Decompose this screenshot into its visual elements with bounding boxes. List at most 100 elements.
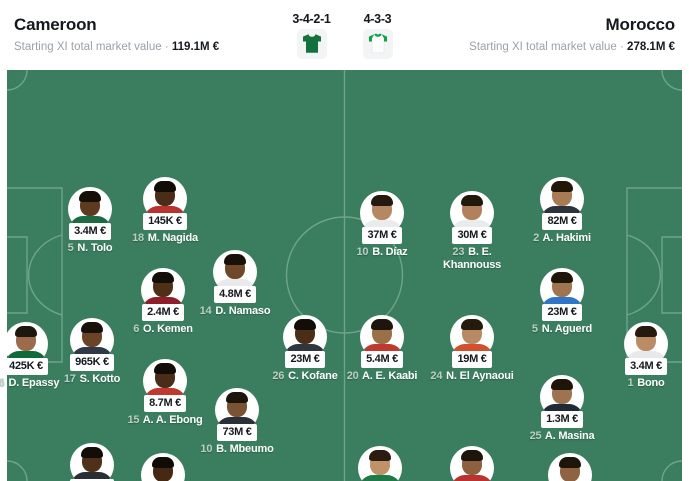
player-hair (81, 447, 103, 458)
player-market-value: 2.4M € (142, 304, 184, 321)
player-card[interactable]: 5.4M €20 A. E. Kaabi (336, 315, 428, 383)
player-avatar (450, 446, 494, 481)
player-market-value: 1.3M € (541, 411, 583, 428)
player-number: 15 (127, 414, 140, 426)
player-card[interactable]: 145K € 18 M. Nagida (119, 177, 211, 245)
player-name: 18 M. Nagida (132, 232, 198, 245)
player-card[interactable]: 1.9M €2 J. Tchamadeu (117, 453, 209, 481)
player-card[interactable]: 23M € 5 N. Aguerd (516, 268, 608, 336)
right-penalty-arc (626, 234, 661, 316)
player-number: 2 (533, 232, 540, 244)
player-number: 17 (63, 373, 76, 385)
player-name: 1 Bono (627, 377, 664, 390)
corner-arc-top-left (6, 70, 28, 91)
player-hair (551, 272, 573, 283)
player-number: 26 (272, 370, 285, 382)
player-card[interactable]: 8.7M € 15 A. A. Ebong (119, 359, 211, 427)
player-card[interactable]: 3.4M € 5 N. Tolo (44, 187, 136, 255)
player-hair (154, 181, 176, 192)
player-market-value: 37M € (362, 227, 402, 244)
player-name-label: O. Kemen (143, 323, 193, 335)
player-card[interactable]: 82M €2 A. Hakimi (516, 177, 608, 245)
player-name: 17 S. Kotto (64, 373, 120, 386)
corner-arc-bottom-left (6, 460, 28, 481)
player-avatar (141, 453, 185, 481)
player-hair (15, 326, 37, 337)
player-hair (371, 195, 393, 206)
player-card[interactable]: 965K € 17 S. Kotto (46, 318, 138, 386)
player-market-value: 145K € (143, 213, 187, 230)
player-hair (226, 392, 248, 403)
player-kit (451, 475, 493, 481)
player-name-label: N. Aguerd (541, 323, 593, 335)
player-name-label: B. Mbeumo (216, 443, 274, 455)
player-hair (461, 319, 483, 330)
player-number: 10 (200, 443, 213, 455)
player-card[interactable]: 425K € 16 D. Epassy (0, 322, 72, 390)
away-formation: 4-3-3 (363, 11, 392, 26)
player-name: 5 N. Tolo (68, 242, 113, 255)
player-avatar (358, 446, 402, 481)
player-hair (559, 457, 581, 468)
away-formation-block: 4-3-3 (345, 12, 411, 59)
player-hair (371, 319, 393, 330)
player-market-value: 3.4M € (69, 223, 111, 240)
player-avatar (548, 453, 592, 481)
player-name: 25 A. Masina (530, 430, 595, 443)
player-name-label: B. Díaz (372, 246, 408, 258)
player-card[interactable]: 73M € 10 B. Mbeumo (191, 388, 283, 456)
player-card[interactable]: 30M € 23 B. E. Khannouss (426, 191, 518, 272)
player-number: 16 (0, 377, 5, 389)
player-card[interactable]: 21M €3 N. Mazraoui (524, 453, 616, 481)
player-card[interactable]: 23M €26 C. Kofane (259, 315, 351, 383)
player-kit (71, 472, 113, 481)
player-number: 18 (132, 232, 144, 244)
player-hair (81, 322, 103, 333)
player-name: 20 A. E. Kaabi (347, 370, 418, 383)
home-team-block: Cameroon Starting XI total market value … (14, 14, 279, 56)
home-market-value-amount: 119.1M € (171, 41, 220, 53)
player-name: 26 C. Kofane (272, 370, 337, 383)
player-hair (635, 326, 657, 337)
player-hair (461, 195, 483, 206)
player-name-label: A. Hakimi (542, 232, 592, 244)
player-market-value: 8.7M € (144, 395, 186, 412)
player-card[interactable]: 410K €3 C. Malone (46, 443, 138, 481)
player-name: 15 A. A. Ebong (127, 414, 202, 427)
player-name: 5 N. Aguerd (532, 323, 592, 336)
player-hair (152, 457, 174, 468)
player-number: 25 (529, 430, 542, 442)
home-team-name: Cameroon (14, 15, 97, 34)
player-name: 10 B. Mbeumo (200, 443, 273, 456)
player-name-label: A. Masina (544, 430, 595, 442)
left-goal-box (7, 236, 28, 314)
player-card[interactable]: 1.3M € 25 A. Masina (516, 375, 608, 443)
player-card[interactable]: 4.8M € 14 D. Namaso (189, 250, 281, 318)
player-card[interactable]: 2.4M €6 O. Kemen (117, 268, 209, 336)
player-card[interactable]: 35M €11 I. Saibari (426, 446, 518, 481)
player-number: 5 (531, 323, 538, 335)
player-card[interactable]: 19M € 24 N. El Aynaoui (426, 315, 518, 383)
player-hair (369, 450, 391, 461)
away-team-block: Morocco Starting XI total market value ·… (411, 14, 675, 56)
left-penalty-arc (28, 234, 63, 316)
player-name: 14 D. Namaso (200, 305, 271, 318)
player-name-label: D. Namaso (215, 305, 271, 317)
player-market-value: 82M € (542, 213, 582, 230)
player-number: 6 (133, 323, 140, 335)
player-card[interactable]: 3.4M € 1 Bono (600, 322, 689, 390)
player-market-value: 4.8M € (214, 286, 256, 303)
player-name-label: N. Tolo (77, 242, 113, 254)
player-name: 23 B. E. Khannouss (426, 246, 518, 272)
player-card[interactable]: 21M €17 A. Ezzalzouli (334, 446, 426, 481)
match-header: Cameroon Starting XI total market value … (0, 0, 689, 70)
player-avatar (70, 443, 114, 481)
player-hair (224, 254, 246, 265)
player-market-value: 73M € (217, 424, 257, 441)
player-name: 24 N. El Aynaoui (430, 370, 513, 383)
right-goal-box (661, 236, 682, 314)
player-hair (79, 191, 101, 202)
player-card[interactable]: 37M € 10 B. Díaz (336, 191, 428, 259)
player-name-label: S. Kotto (79, 373, 121, 385)
